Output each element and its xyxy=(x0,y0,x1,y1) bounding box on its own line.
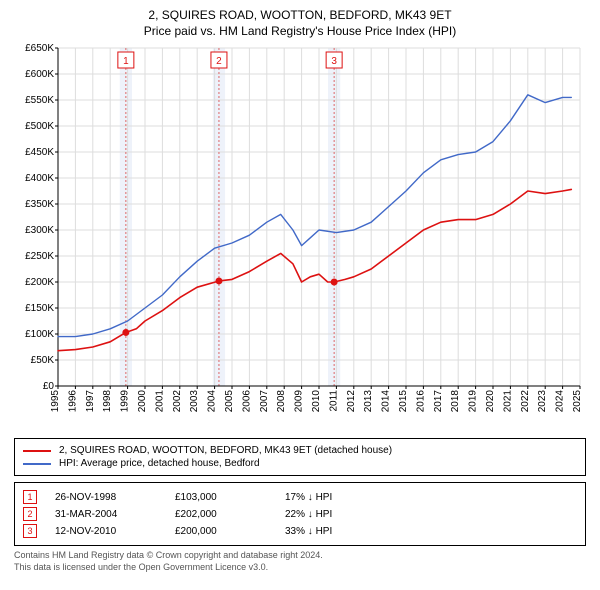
y-tick-label: £500K xyxy=(25,121,54,132)
y-tick-label: £300K xyxy=(25,225,54,236)
sale-marker-number: 3 xyxy=(331,56,337,67)
sales-row-diff: 17% ↓ HPI xyxy=(285,492,405,503)
x-tick-label: 2003 xyxy=(189,390,200,413)
y-tick-label: £450K xyxy=(25,147,54,158)
sales-row-diff: 22% ↓ HPI xyxy=(285,509,405,520)
y-tick-label: £650K xyxy=(25,43,54,54)
y-tick-label: £150K xyxy=(25,303,54,314)
x-tick-label: 2006 xyxy=(241,390,252,413)
y-tick-label: £600K xyxy=(25,69,54,80)
sales-row: 1 26-NOV-1998£103,00017% ↓ HPI xyxy=(23,490,577,504)
footer-line2: This data is licensed under the Open Gov… xyxy=(14,562,586,574)
chart-area: £0£50K£100K£150K£200K£250K£300K£350K£400… xyxy=(10,42,590,432)
sale-point xyxy=(215,277,222,284)
x-tick-label: 2020 xyxy=(485,390,496,413)
x-tick-label: 1996 xyxy=(67,390,78,413)
x-tick-label: 1999 xyxy=(120,390,131,413)
figure: 2, SQUIRES ROAD, WOOTTON, BEDFORD, MK43 … xyxy=(0,0,600,590)
x-tick-label: 2008 xyxy=(276,390,287,413)
x-tick-label: 2025 xyxy=(572,390,583,413)
sales-row-price: £202,000 xyxy=(175,509,285,520)
sales-row-price: £200,000 xyxy=(175,526,285,537)
sale-marker-number: 1 xyxy=(123,56,129,67)
x-tick-label: 2000 xyxy=(137,390,148,413)
sales-row-marker: 3 xyxy=(23,524,37,538)
title-line2: Price paid vs. HM Land Registry's House … xyxy=(10,24,590,38)
y-tick-label: £200K xyxy=(25,277,54,288)
y-tick-label: £100K xyxy=(25,329,54,340)
x-tick-label: 2019 xyxy=(468,390,479,413)
y-tick-label: £400K xyxy=(25,173,54,184)
x-tick-label: 2013 xyxy=(363,390,374,413)
sales-row-diff: 33% ↓ HPI xyxy=(285,526,405,537)
x-tick-label: 2023 xyxy=(537,390,548,413)
sales-row: 3 12-NOV-2010£200,00033% ↓ HPI xyxy=(23,524,577,538)
y-tick-label: £350K xyxy=(25,199,54,210)
footer-attribution: Contains HM Land Registry data © Crown c… xyxy=(14,550,586,573)
sales-row-date: 12-NOV-2010 xyxy=(55,526,175,537)
legend-box: 2, SQUIRES ROAD, WOOTTON, BEDFORD, MK43 … xyxy=(14,438,586,476)
sales-row-marker: 2 xyxy=(23,507,37,521)
line-chart: £0£50K£100K£150K£200K£250K£300K£350K£400… xyxy=(10,42,590,432)
series-property xyxy=(58,189,571,350)
x-tick-label: 2021 xyxy=(502,390,513,413)
x-tick-label: 2024 xyxy=(555,390,566,413)
x-tick-label: 2001 xyxy=(154,390,165,413)
legend-row: 2, SQUIRES ROAD, WOOTTON, BEDFORD, MK43 … xyxy=(23,445,577,456)
x-tick-label: 2012 xyxy=(346,390,357,413)
title-block: 2, SQUIRES ROAD, WOOTTON, BEDFORD, MK43 … xyxy=(10,8,590,38)
x-tick-label: 2014 xyxy=(381,390,392,413)
sales-row-date: 31-MAR-2004 xyxy=(55,509,175,520)
x-tick-label: 2011 xyxy=(328,390,339,412)
legend-label: 2, SQUIRES ROAD, WOOTTON, BEDFORD, MK43 … xyxy=(59,445,392,456)
sales-row-marker: 1 xyxy=(23,490,37,504)
x-tick-label: 2016 xyxy=(415,390,426,413)
x-tick-label: 2002 xyxy=(172,390,183,413)
x-tick-label: 2022 xyxy=(520,390,531,413)
legend-label: HPI: Average price, detached house, Bedf… xyxy=(59,458,260,469)
x-tick-label: 2017 xyxy=(433,390,444,413)
sales-row: 2 31-MAR-2004£202,00022% ↓ HPI xyxy=(23,507,577,521)
sales-table: 1 26-NOV-1998£103,00017% ↓ HPI 2 31-MAR-200… xyxy=(14,482,586,546)
x-tick-label: 2005 xyxy=(224,390,235,413)
title-line1: 2, SQUIRES ROAD, WOOTTON, BEDFORD, MK43 … xyxy=(10,8,590,22)
x-tick-label: 2015 xyxy=(398,390,409,413)
sale-marker-number: 2 xyxy=(216,56,222,67)
x-tick-label: 2009 xyxy=(294,390,305,413)
sales-row-date: 26-NOV-1998 xyxy=(55,492,175,503)
legend-row: HPI: Average price, detached house, Bedf… xyxy=(23,458,577,469)
series-hpi xyxy=(58,95,571,337)
footer-line1: Contains HM Land Registry data © Crown c… xyxy=(14,550,586,562)
y-tick-label: £550K xyxy=(25,95,54,106)
sale-point xyxy=(331,279,338,286)
y-tick-label: £250K xyxy=(25,251,54,262)
x-tick-label: 1998 xyxy=(102,390,113,413)
x-tick-label: 2007 xyxy=(259,390,270,413)
x-tick-label: 1997 xyxy=(85,390,96,413)
y-tick-label: £50K xyxy=(31,355,55,366)
legend-swatch xyxy=(23,450,51,452)
x-tick-label: 2004 xyxy=(207,390,218,413)
x-tick-label: 2010 xyxy=(311,390,322,413)
sales-row-price: £103,000 xyxy=(175,492,285,503)
legend-swatch xyxy=(23,463,51,465)
x-tick-label: 2018 xyxy=(450,390,461,413)
sale-point xyxy=(122,329,129,336)
x-tick-label: 1995 xyxy=(50,390,61,413)
